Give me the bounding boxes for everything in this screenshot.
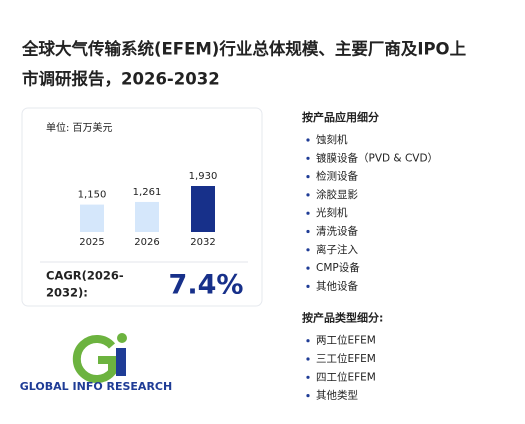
bullet (306, 193, 310, 197)
bullet (306, 175, 310, 179)
bullet (306, 394, 310, 398)
bar (80, 204, 104, 232)
value-label: 1,150 (78, 190, 107, 201)
segment-item: 清洗设备 (316, 225, 358, 238)
bullet (306, 138, 310, 142)
value-label: 1,930 (189, 171, 218, 182)
bullet (306, 284, 310, 288)
logo-dot (117, 333, 127, 343)
cagr-label: CAGR(2026- (46, 269, 124, 283)
logo-text: GLOBAL INFO RESEARCH (20, 380, 172, 393)
cagr-label: 2032): (46, 286, 88, 300)
bar (135, 201, 159, 232)
cagr-value: 7.4% (169, 270, 244, 301)
bar (191, 186, 215, 232)
segment-item: 三工位EFEM (316, 352, 376, 365)
bullet (306, 339, 310, 343)
logo-g (72, 335, 116, 383)
segment-heading: 按产品应用细分 (302, 110, 379, 124)
segment-item: 光刻机 (316, 206, 348, 219)
bullet (306, 248, 310, 252)
x-tick-label: 2026 (134, 237, 159, 248)
segment-item: 涂胶显影 (316, 188, 358, 201)
bullet (306, 375, 310, 379)
logo-mark (72, 333, 127, 383)
segment-item: 两工位EFEM (316, 334, 376, 347)
x-tick-label: 2032 (190, 237, 215, 248)
segment-heading: 按产品类型细分: (302, 311, 383, 325)
title-line: 全球大气传输系统(EFEM)行业总体规模、主要厂商及IPO上 (21, 39, 466, 59)
segment-item: 其他类型 (316, 389, 358, 402)
title-line: 市调研报告，2026-2032 (22, 69, 220, 89)
logo-i (116, 348, 126, 376)
segment-item: CMP设备 (316, 261, 360, 274)
segment-item: 镀膜设备（PVD & CVD） (316, 151, 438, 164)
bullet (306, 266, 310, 270)
bullet (306, 229, 310, 234)
segment-item: 其他设备 (316, 279, 358, 292)
unit-label: 单位: 百万美元 (46, 121, 113, 134)
x-tick-label: 2025 (79, 237, 104, 248)
bullet (306, 156, 310, 160)
bullet (306, 211, 310, 215)
segment-item: 四工位EFEM (316, 370, 376, 383)
value-label: 1,261 (133, 187, 162, 198)
bullet (306, 357, 310, 361)
segment-item: 离子注入 (316, 243, 358, 256)
segment-item: 检测设备 (316, 170, 358, 183)
segment-item: 蚀刻机 (316, 133, 348, 146)
